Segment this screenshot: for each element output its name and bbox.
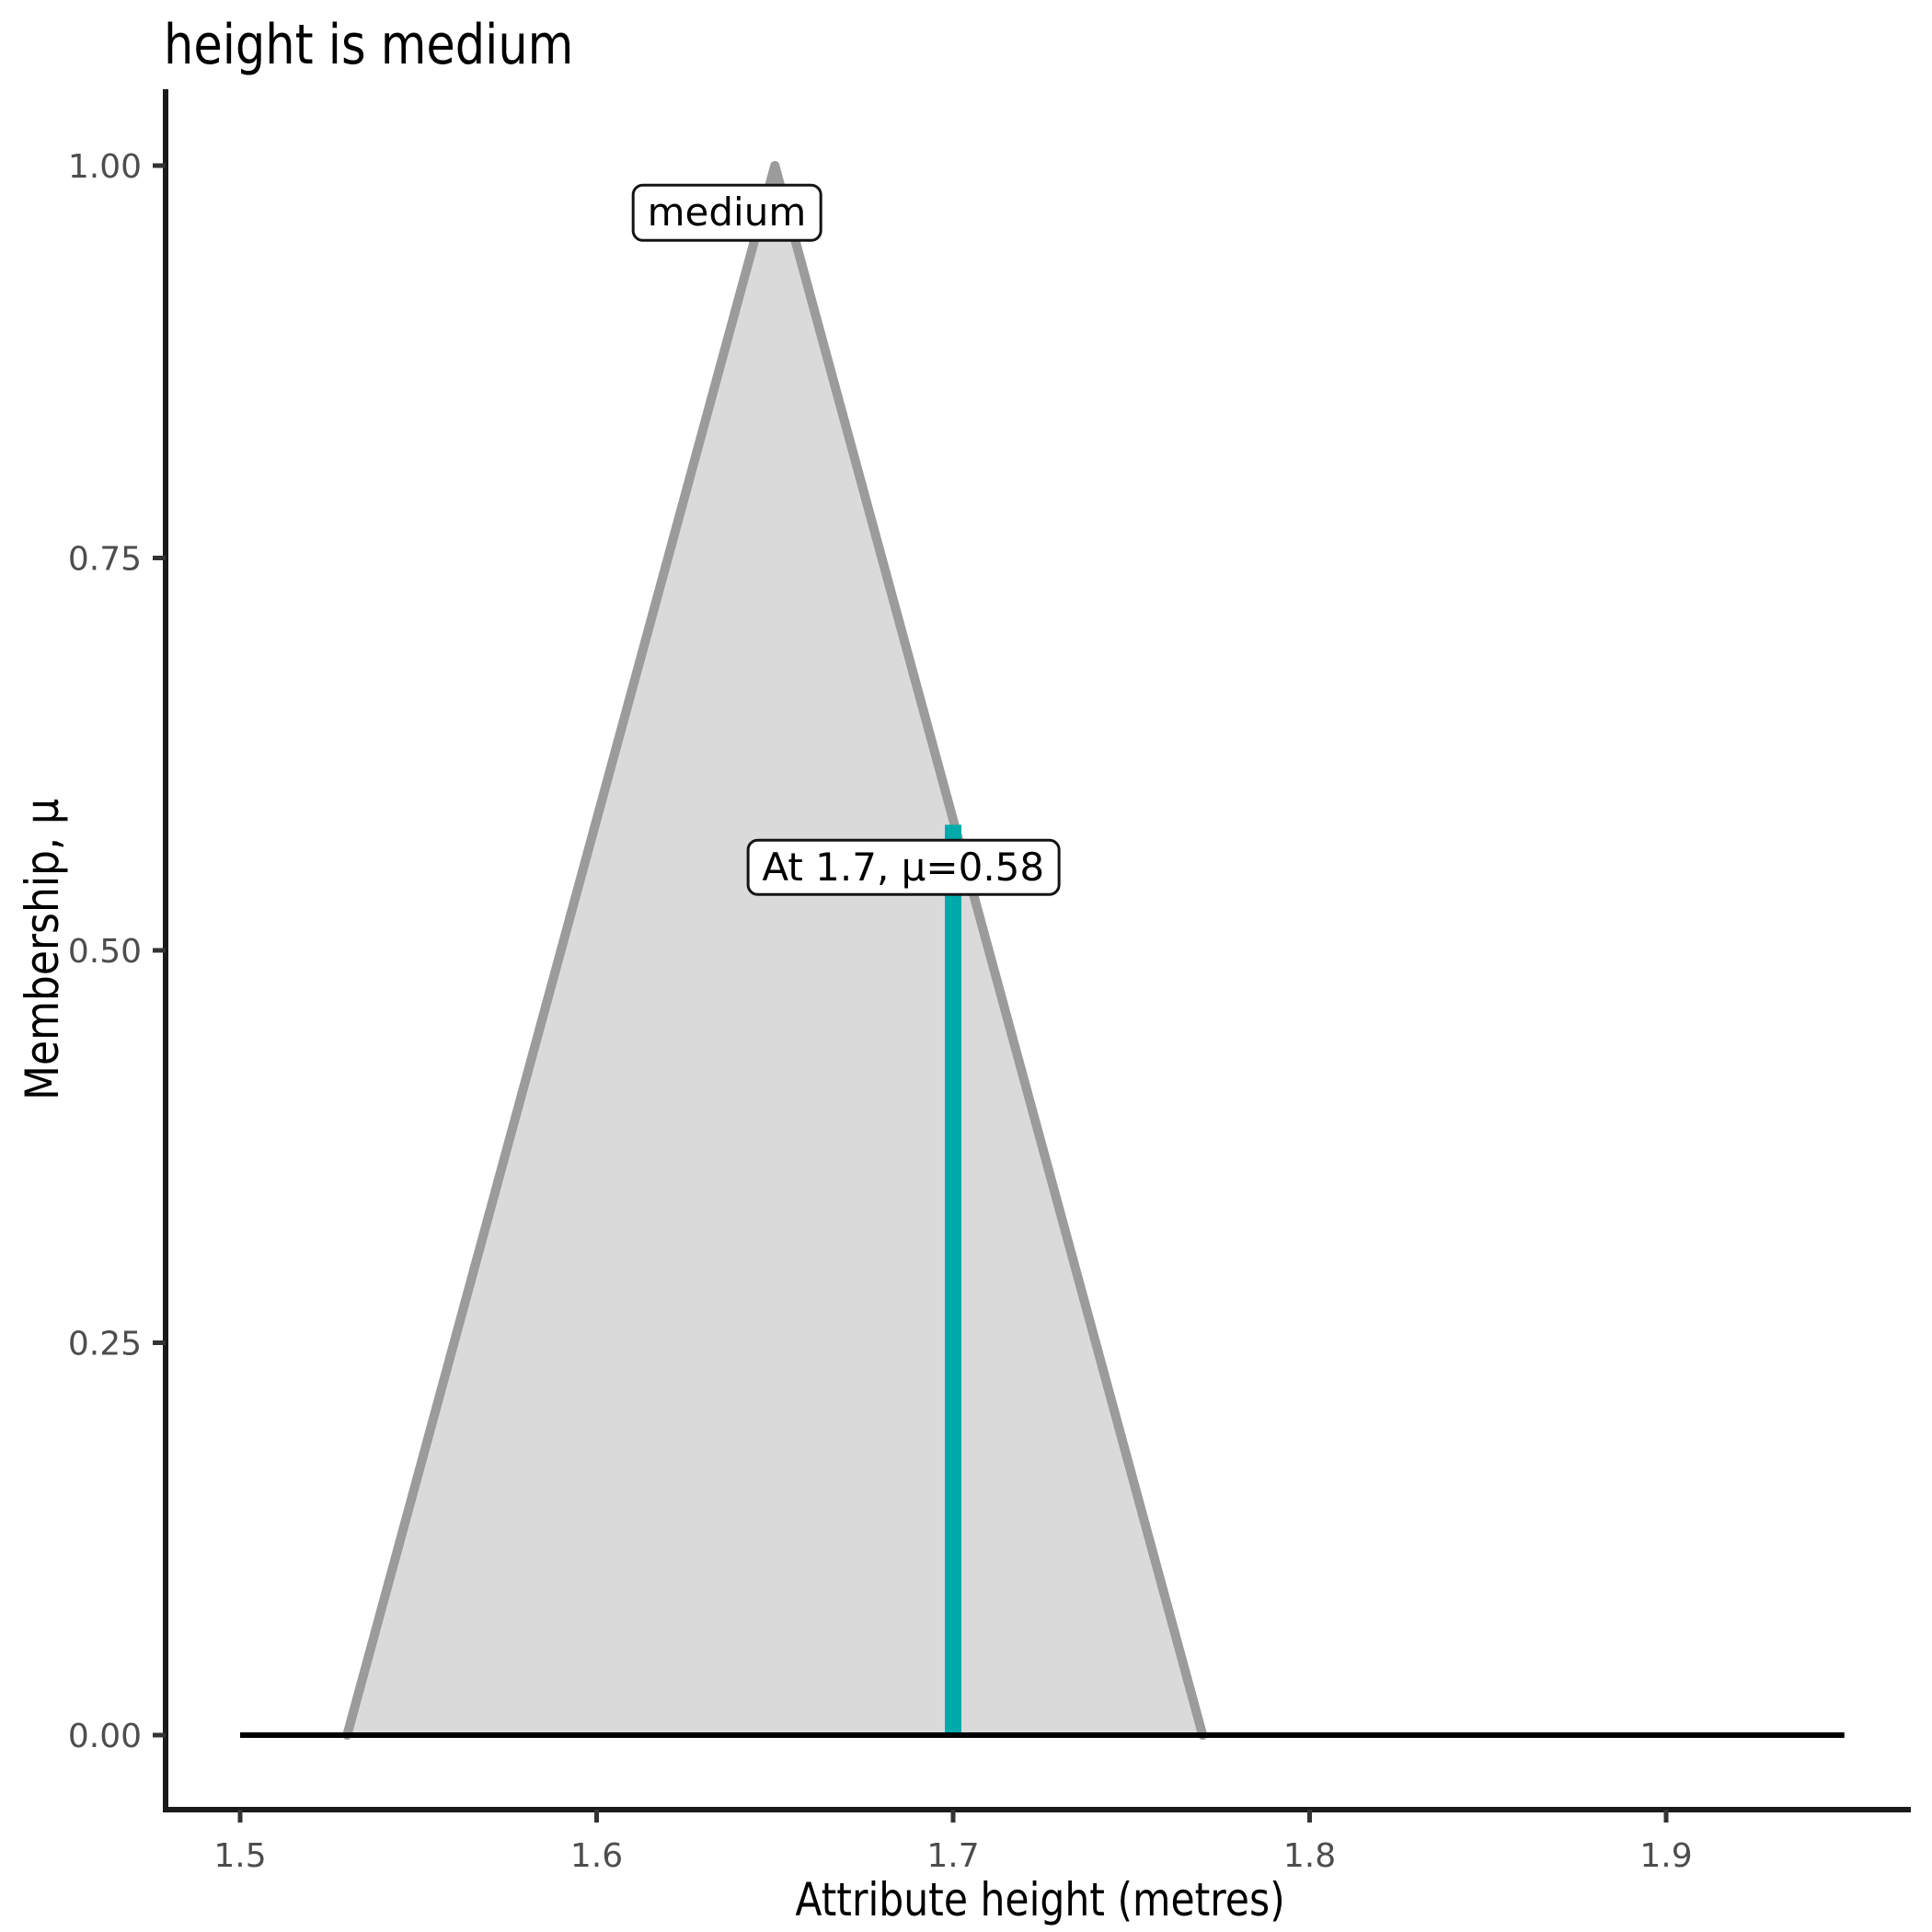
membership-outline: [342, 161, 1208, 1740]
x-tick-label: 1.9: [1639, 1837, 1692, 1875]
y-tick-label: 0.25: [68, 1326, 142, 1363]
y-tick-label: 0.50: [68, 933, 142, 971]
x-tick-label: 1.6: [570, 1837, 623, 1875]
y-tick-label: 0.00: [68, 1718, 142, 1755]
x-tick-label: 1.8: [1283, 1837, 1336, 1875]
value-label: At 1.7, μ=0.58: [746, 838, 1061, 896]
membership-area: [347, 166, 1203, 1735]
x-axis-title: Attribute height (metres): [795, 1873, 1285, 1926]
x-tick-label: 1.7: [926, 1837, 979, 1875]
set-label: medium: [631, 183, 822, 242]
y-tick-label: 0.75: [68, 541, 142, 579]
y-tick-label: 1.00: [68, 148, 142, 186]
x-tick-label: 1.5: [213, 1837, 266, 1875]
plot-title: height is medium: [164, 13, 574, 77]
